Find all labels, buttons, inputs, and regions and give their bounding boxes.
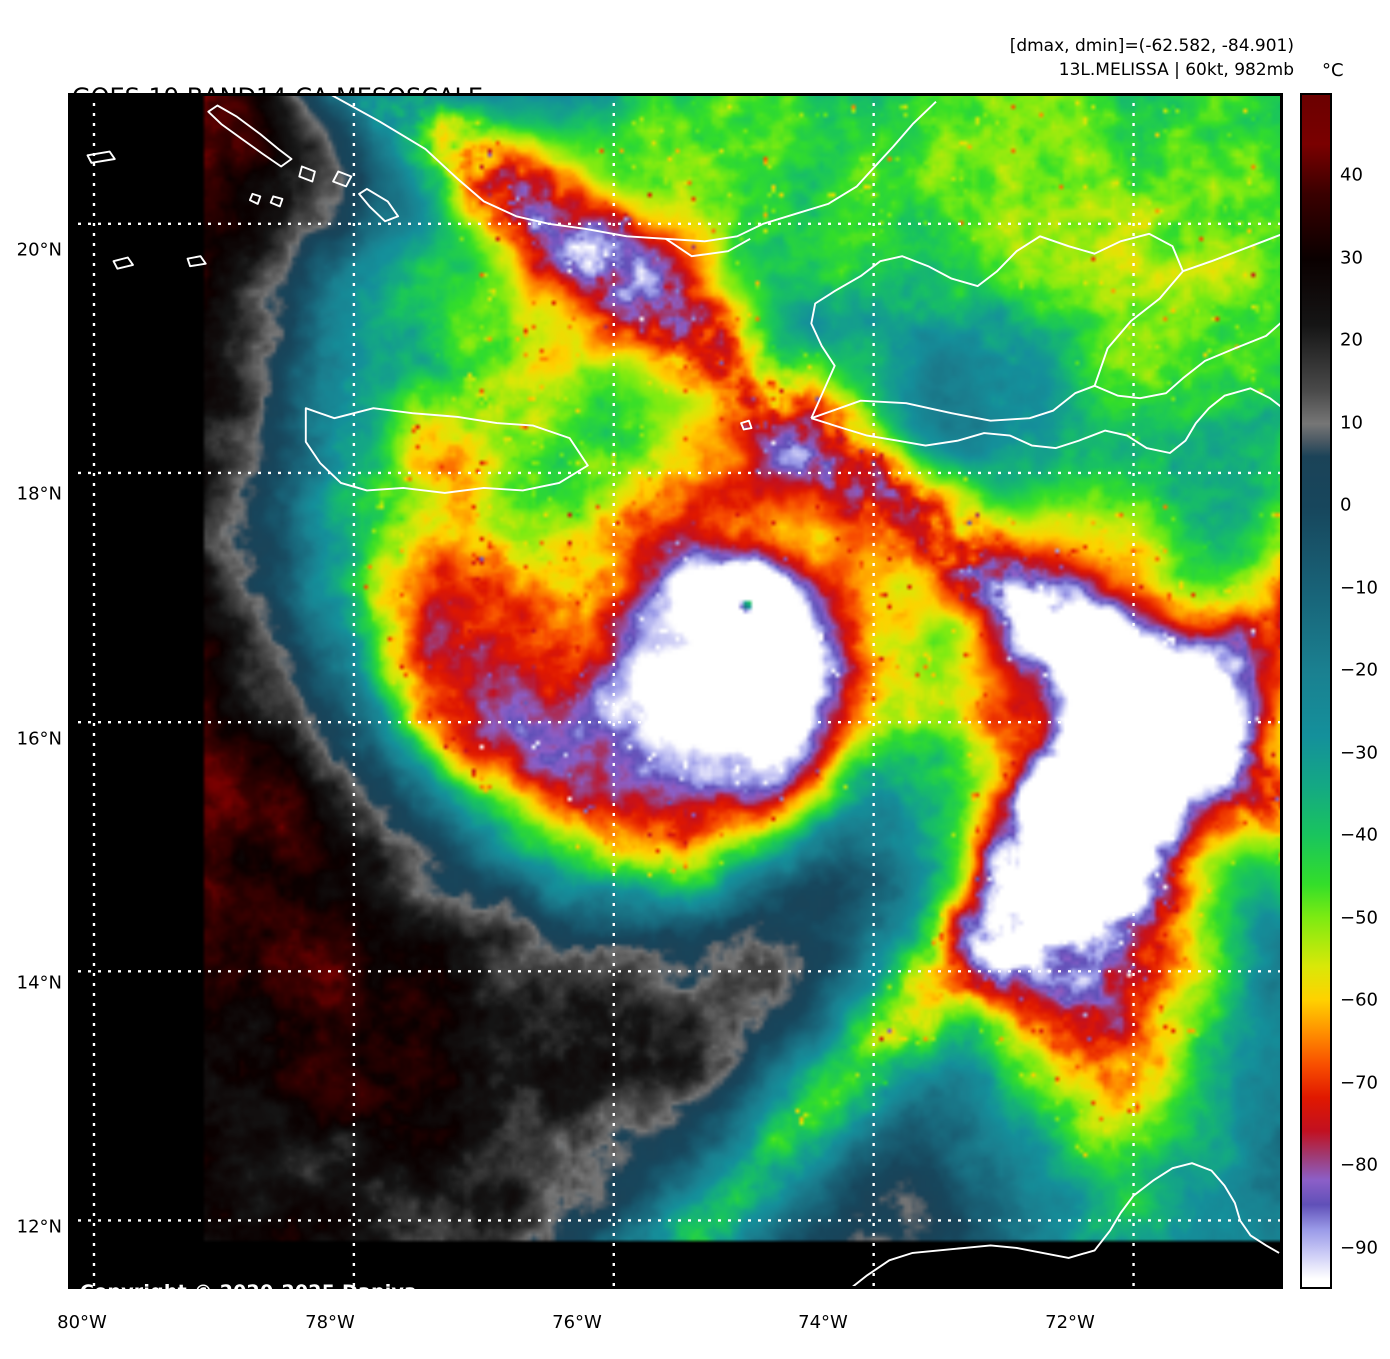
coastline-little-cayman <box>186 255 207 268</box>
colorbar-tick--70: −70 <box>1340 1072 1378 1094</box>
colorbar-tick--90: −90 <box>1340 1237 1378 1259</box>
dmax-dmin-label: [dmax, dmin]=(-62.582, -84.901) <box>1009 36 1294 56</box>
coastline-south-america <box>848 1162 1280 1289</box>
latitude-tick-18: 18°N <box>16 483 62 505</box>
map-vector-overlay <box>68 93 1283 1289</box>
coastline-hispaniola-southcoast <box>811 387 1283 454</box>
colorbar-tick--60: −60 <box>1340 989 1378 1011</box>
colorbar-tick-30: 30 <box>1340 247 1363 269</box>
colorbar-unit-label: °C <box>1322 60 1344 81</box>
copyright-label: Copyright © 2020-2025 Dapiya <box>80 1281 418 1303</box>
latitude-tick-20: 20°N <box>16 239 62 261</box>
coastline-cayman-brac <box>112 256 134 270</box>
coastline-dominican-north <box>1182 232 1283 273</box>
longitude-tick-72: 72°W <box>1045 1312 1095 1333</box>
colorbar-tick--20: −20 <box>1340 659 1378 681</box>
colorbar-tick--40: −40 <box>1340 824 1378 846</box>
coastline-cuba <box>325 93 937 243</box>
coastline-cay-6 <box>248 192 262 205</box>
coastline-cay-7 <box>86 150 116 164</box>
coastline-cay-2 <box>298 165 316 183</box>
latitude-tick-12: 12°N <box>16 1216 62 1238</box>
metadata-block: [dmax, dmin]=(-62.582, -84.901) 13L.MELI… <box>1010 34 1294 82</box>
coastline-cay-5 <box>269 195 284 208</box>
coastline-cuba-se <box>665 237 751 258</box>
coastline-jamaica <box>304 407 589 494</box>
colorbar-tick-10: 10 <box>1340 412 1363 434</box>
colorbar <box>1300 93 1332 1289</box>
coastline-navassa <box>740 419 753 431</box>
satellite-image-plot[interactable] <box>68 93 1283 1289</box>
latitude-axis: 20°N 18°N 16°N 14°N 12°N <box>0 0 62 1359</box>
coastline-cay-4 <box>358 187 400 223</box>
colorbar-tick--50: −50 <box>1340 907 1378 929</box>
colorbar-tick--10: −10 <box>1340 577 1378 599</box>
colorbar-tick-20: 20 <box>1340 329 1363 351</box>
storm-info-label: 13L.MELISSA | 60kt, 982mb <box>1058 60 1294 80</box>
coastline-ragged-island-chain <box>207 104 293 168</box>
longitude-tick-78: 78°W <box>305 1312 355 1333</box>
colorbar-tick-0: 0 <box>1340 494 1352 516</box>
ir-brightness-temperature-raster <box>68 93 1283 1289</box>
longitude-tick-76: 76°W <box>552 1312 602 1333</box>
latitude-tick-16: 16°N <box>16 728 62 750</box>
coastline-haiti-north <box>810 232 1184 419</box>
longitude-tick-80: 80°W <box>57 1312 107 1333</box>
colorbar-tick--80: −80 <box>1340 1154 1378 1176</box>
colorbar-tick-40: 40 <box>1340 164 1363 186</box>
colorbar-tick--30: −30 <box>1340 742 1378 764</box>
latitude-tick-14: 14°N <box>16 972 62 994</box>
longitude-tick-74: 74°W <box>798 1312 848 1333</box>
coastline-cay-3 <box>332 170 353 188</box>
